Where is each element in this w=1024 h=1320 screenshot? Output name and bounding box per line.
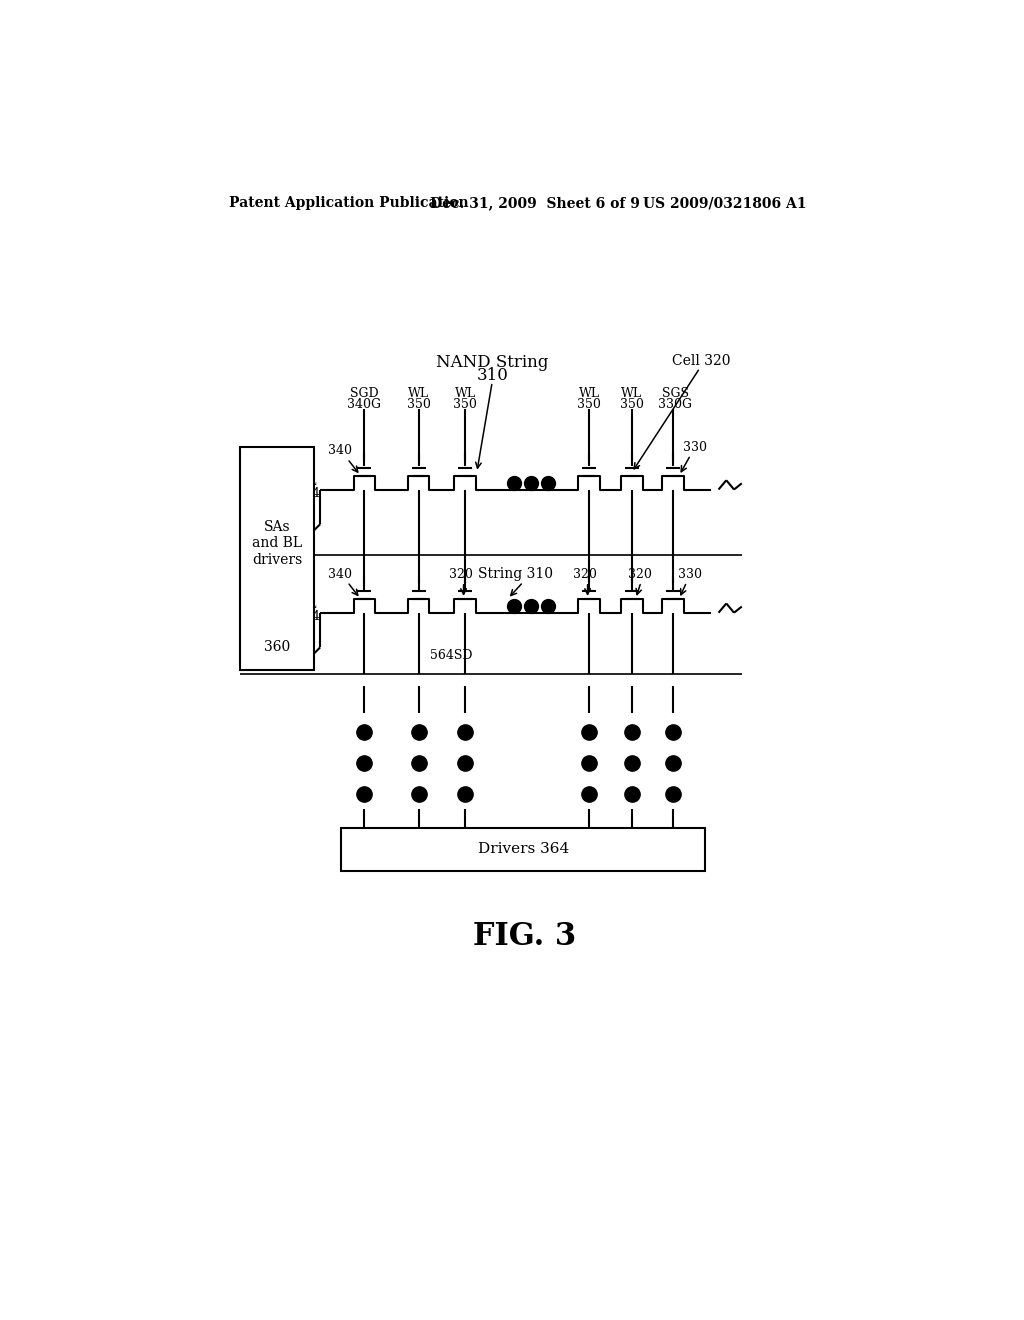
Text: Dec. 31, 2009  Sheet 6 of 9: Dec. 31, 2009 Sheet 6 of 9: [430, 197, 640, 210]
Text: SAs
and BL
drivers: SAs and BL drivers: [252, 520, 302, 566]
Text: 330G: 330G: [658, 399, 692, 412]
Text: 340G: 340G: [347, 399, 381, 412]
Text: 350: 350: [407, 399, 430, 412]
Text: US 2009/0321806 A1: US 2009/0321806 A1: [643, 197, 807, 210]
Text: 350: 350: [578, 399, 601, 412]
Text: BL: BL: [299, 598, 316, 611]
Text: 320: 320: [450, 568, 473, 581]
Text: SGS: SGS: [662, 387, 689, 400]
Text: Drivers 364: Drivers 364: [477, 842, 569, 857]
Text: BL: BL: [299, 475, 316, 488]
Text: WL: WL: [408, 387, 429, 400]
Text: String 310: String 310: [478, 568, 553, 581]
Bar: [341, 829, 706, 871]
Text: WL: WL: [579, 387, 600, 400]
Text: 340: 340: [328, 568, 351, 581]
Text: 350: 350: [454, 399, 477, 412]
Text: Patent Application Publication: Patent Application Publication: [228, 197, 468, 210]
Text: 320: 320: [573, 568, 597, 581]
Text: 340: 340: [328, 445, 351, 458]
Text: 334: 334: [296, 610, 319, 623]
Text: 350: 350: [620, 399, 644, 412]
Text: WL: WL: [455, 387, 476, 400]
Bar: [241, 447, 314, 671]
Text: SGD: SGD: [350, 387, 379, 400]
Text: NAND String: NAND String: [436, 354, 549, 371]
Text: Cell 320: Cell 320: [672, 354, 731, 368]
Text: 564SD: 564SD: [430, 648, 473, 661]
Text: 360: 360: [264, 640, 291, 655]
Text: 330: 330: [683, 441, 707, 454]
Text: WL: WL: [622, 387, 642, 400]
Text: 310: 310: [476, 367, 508, 384]
Text: 330: 330: [678, 568, 701, 581]
Text: 334: 334: [296, 487, 319, 500]
Text: FIG. 3: FIG. 3: [473, 920, 577, 952]
Text: 320: 320: [628, 568, 651, 581]
